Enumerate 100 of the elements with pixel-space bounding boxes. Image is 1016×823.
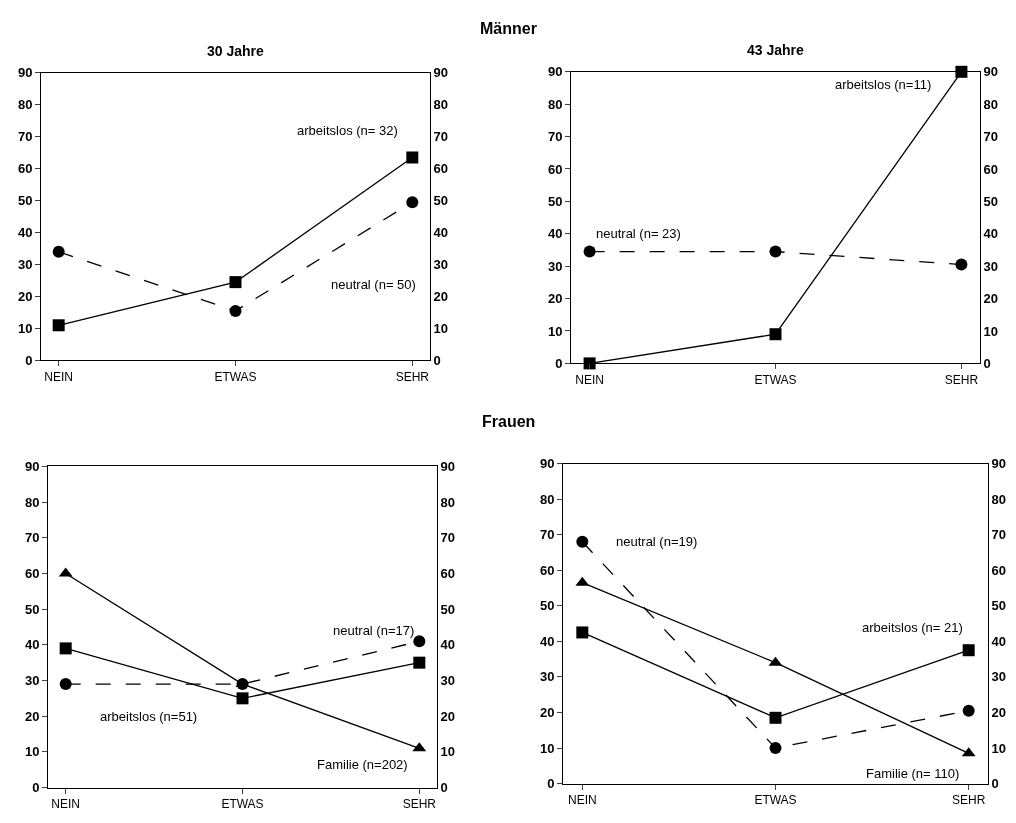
y2-tick-label: 60 bbox=[547, 161, 563, 177]
text: Männer bbox=[480, 20, 537, 37]
y2-tick-label: 40 bbox=[547, 226, 563, 242]
y-tick-label: 30 bbox=[433, 257, 449, 273]
y2-tick-label: 0 bbox=[991, 776, 999, 792]
y-tick-label: 80 bbox=[24, 494, 40, 510]
y-tick-label: 0 bbox=[433, 352, 441, 368]
point bbox=[229, 304, 242, 317]
y2-tick-label: 0 bbox=[555, 355, 563, 371]
y-tick-label: 20 bbox=[440, 708, 456, 724]
point bbox=[406, 196, 419, 209]
point bbox=[769, 328, 782, 341]
y2-tick-label: 90 bbox=[983, 64, 999, 80]
y-tick-label: 20 bbox=[433, 289, 449, 305]
y2-tick-label: 10 bbox=[547, 323, 563, 339]
point bbox=[406, 151, 419, 164]
point bbox=[413, 635, 426, 648]
y2-tick-label: 30 bbox=[991, 669, 1007, 685]
y-tick-label: 20 bbox=[24, 708, 40, 724]
y2-tick-label: 70 bbox=[539, 527, 555, 543]
y2-tick-label: 20 bbox=[539, 705, 555, 720]
point bbox=[59, 678, 72, 691]
y2-tick-label: 60 bbox=[539, 562, 555, 578]
y2-tick-label: 70 bbox=[547, 129, 563, 145]
y2-tick-label: 50 bbox=[991, 598, 1007, 614]
y2-tick-label: 50 bbox=[983, 193, 999, 209]
chart-title: 30 Jahre bbox=[207, 43, 265, 59]
y-tick-label: 40 bbox=[24, 637, 40, 653]
y2-tick-label: 90 bbox=[539, 456, 555, 472]
y-tick-label: 50 bbox=[24, 601, 40, 617]
y-tick-label: 80 bbox=[17, 97, 33, 113]
point bbox=[52, 319, 65, 332]
y2-tick-label: 10 bbox=[983, 323, 999, 339]
y-tick-label: 90 bbox=[440, 459, 456, 475]
y-tick-label: 30 bbox=[17, 257, 33, 273]
y-tick-label: 10 bbox=[24, 744, 40, 760]
y2-tick-label: 80 bbox=[983, 96, 999, 112]
y-tick-label: 90 bbox=[24, 459, 40, 475]
y-tick-label: 40 bbox=[440, 637, 456, 653]
series-label: Familie (n= 110) bbox=[866, 766, 960, 781]
y2-tick-label: 10 bbox=[539, 740, 555, 756]
series-label: arbeitslos (n=11) bbox=[835, 77, 932, 92]
y-tick-label: 90 bbox=[17, 65, 33, 81]
y-tick-label: 0 bbox=[25, 352, 33, 368]
point bbox=[583, 245, 596, 258]
y2-tick-label: 30 bbox=[539, 669, 555, 685]
y2-tick-label: 60 bbox=[983, 161, 999, 177]
chart-title: 43 Jahre bbox=[747, 42, 805, 58]
y2-tick-label: 0 bbox=[983, 355, 991, 371]
y2-tick-label: 0 bbox=[547, 776, 555, 792]
x-tick-label: SEHR bbox=[395, 369, 430, 384]
y2-tick-label: 50 bbox=[539, 598, 555, 614]
y-tick-label: 60 bbox=[24, 566, 40, 582]
y-tick-label: 0 bbox=[32, 780, 40, 796]
point bbox=[52, 245, 65, 258]
point bbox=[236, 692, 249, 705]
y-tick-label: 70 bbox=[24, 530, 40, 546]
y2-tick-label: 80 bbox=[547, 96, 563, 112]
x-tick-label: NEIN bbox=[44, 369, 74, 384]
y2-tick-label: 60 bbox=[991, 562, 1007, 578]
y2-tick-label: 80 bbox=[991, 491, 1007, 507]
series-label: neutral (n=19) bbox=[616, 534, 698, 549]
x-tick-label: SEHR bbox=[402, 796, 437, 811]
point bbox=[59, 642, 72, 655]
y2-tick-label: 70 bbox=[983, 129, 999, 145]
series-label: arbeitslos (n= 21) bbox=[862, 620, 963, 635]
y-tick-label: 70 bbox=[440, 530, 456, 546]
series-label: arbeitslos (n= 32) bbox=[297, 123, 398, 138]
y-tick-label: 0 bbox=[440, 780, 448, 796]
y-tick-label: 90 bbox=[433, 65, 449, 81]
x-tick-label: ETWAS bbox=[754, 372, 797, 387]
y2-tick-label: 30 bbox=[547, 258, 563, 274]
y2-tick-label: 10 bbox=[991, 740, 1007, 756]
point bbox=[413, 656, 426, 669]
point bbox=[955, 258, 968, 271]
y2-tick-label: 80 bbox=[539, 491, 555, 507]
y-tick-label: 60 bbox=[17, 161, 33, 177]
y-tick-label: 40 bbox=[17, 225, 33, 241]
x-tick-label: NEIN bbox=[567, 792, 597, 807]
y-tick-label: 30 bbox=[24, 673, 40, 689]
point bbox=[769, 245, 782, 258]
y-tick-label: 80 bbox=[440, 494, 456, 510]
y2-tick-label: 20 bbox=[983, 291, 999, 307]
text: Frauen bbox=[482, 413, 536, 430]
y-tick-label: 60 bbox=[433, 161, 449, 177]
y2-tick-label: 40 bbox=[991, 633, 1007, 649]
y-tick-label: 50 bbox=[440, 601, 456, 617]
y2-tick-label: 40 bbox=[539, 633, 555, 649]
series-label: neutral (n= 50) bbox=[331, 277, 416, 292]
x-tick-label: SEHR bbox=[952, 792, 986, 807]
point bbox=[229, 276, 242, 289]
y-tick-label: 40 bbox=[433, 225, 449, 241]
x-tick-label: NEIN bbox=[51, 796, 81, 811]
y2-tick-label: 30 bbox=[983, 258, 999, 274]
y2-tick-label: 70 bbox=[991, 527, 1007, 543]
y-tick-label: 60 bbox=[440, 566, 456, 582]
x-tick-label: SEHR bbox=[944, 372, 979, 387]
series-label: neutral (n=17) bbox=[333, 623, 415, 638]
point bbox=[955, 65, 968, 78]
y-tick-label: 30 bbox=[440, 673, 456, 689]
